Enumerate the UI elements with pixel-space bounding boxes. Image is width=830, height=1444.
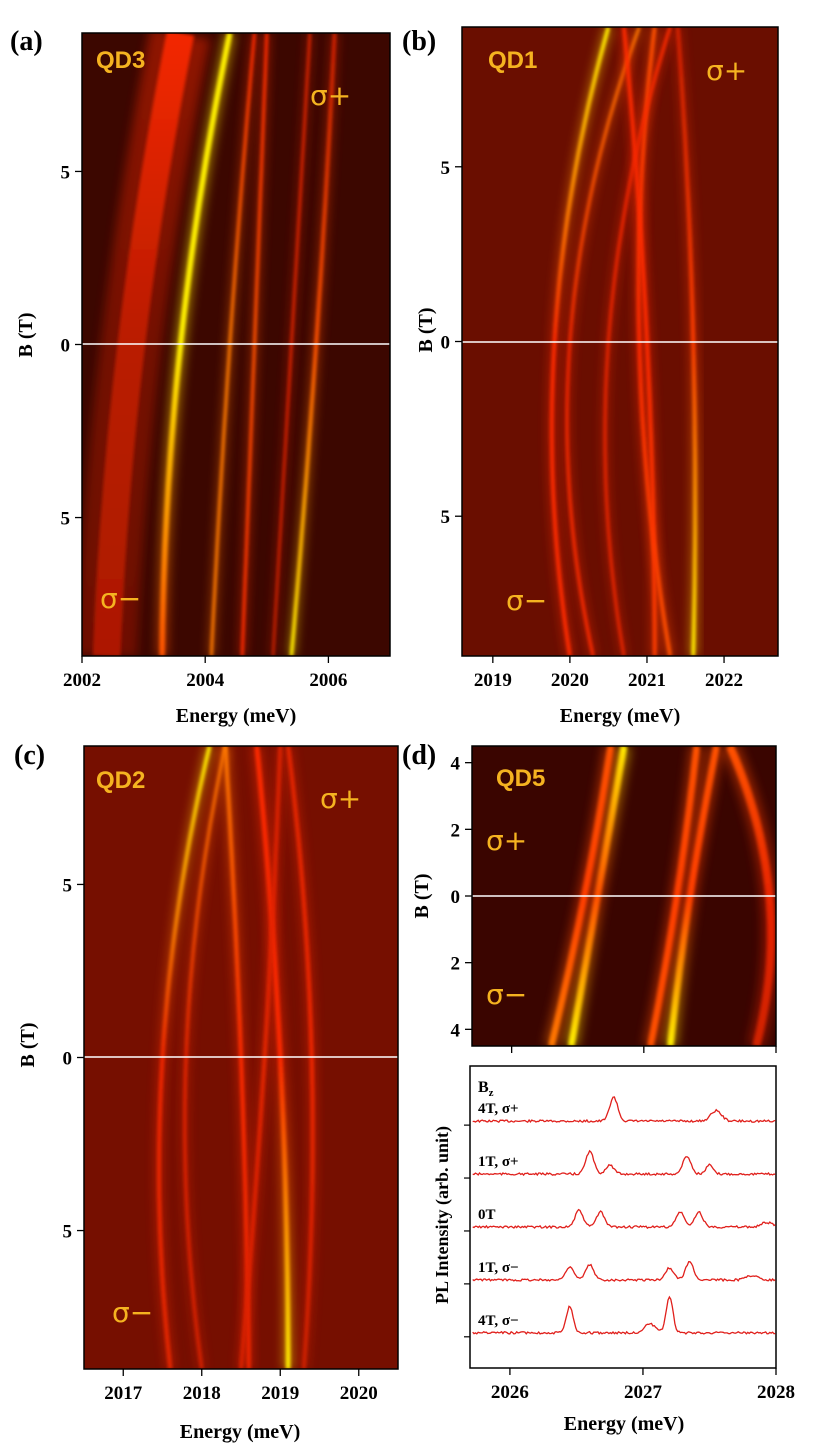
panel-a-sigma-plus: σ+ <box>310 79 351 112</box>
spectrum-curve <box>472 1208 776 1230</box>
panel-b-ytick-label: 5 <box>441 507 451 528</box>
spectra-legend-title: Bz <box>478 1079 494 1099</box>
panel-c-sigma-minus: σ− <box>112 1296 153 1329</box>
panel-d-spectra: Bz 2026 2027 2028 Energy (meV) PL Intensit… <box>432 1065 795 1435</box>
panel-d-qd5: (d) QD5 σ+ σ− 4 2 0 2 4 B (T) <box>402 740 777 1053</box>
spectrum-label: 1T, σ− <box>478 1260 519 1276</box>
panel-b-xtick-label: 2022 <box>705 670 743 691</box>
spectrum-label: 4T, σ− <box>478 1313 519 1329</box>
spectra-xlabel: Energy (meV) <box>564 1413 685 1435</box>
panel-c-xtick-label: 2018 <box>183 1383 221 1404</box>
panel-c-ytick-label: 0 <box>63 1049 73 1070</box>
panel-a-ytick-label: 0 <box>61 336 71 357</box>
panel-b-sigma-minus: σ− <box>506 584 547 617</box>
panel-c-ytick-label: 5 <box>63 1222 73 1243</box>
panel-b-xtick-label: 2019 <box>474 670 512 691</box>
panel-b-sigma-plus: σ+ <box>706 54 747 87</box>
panel-a-qd3: (a) QD3 σ+ σ− 2002 2004 2006 5 0 5 Energy (me… <box>10 26 391 727</box>
panel-a-ytick-label: 5 <box>61 162 71 183</box>
panel-c-xlabel: Energy (meV) <box>180 1421 301 1443</box>
panel-a-xtick-label: 2006 <box>309 670 347 691</box>
panel-d-letter: (d) <box>402 740 436 771</box>
panel-c-sigma-plus: σ+ <box>320 782 361 815</box>
spectrum-label: 0T <box>478 1207 496 1223</box>
panel-b-ytick-label: 5 <box>441 158 451 179</box>
spectra-ticks: 2026 2027 2028 <box>464 1124 795 1403</box>
panel-b-qd1: (b) QD1 σ+ σ− 2019 2020 2021 2022 5 0 5 Energy… <box>402 26 779 727</box>
panel-a-ticks: 2002 2004 2006 5 0 5 <box>61 162 348 691</box>
panel-d-ticks: 4 2 0 2 4 <box>451 754 777 1053</box>
panel-b-ticks: 2019 2020 2021 2022 5 0 5 <box>441 158 744 691</box>
panel-c-ylabel: B (T) <box>17 1023 39 1068</box>
panel-a-sigma-minus: σ− <box>100 582 141 615</box>
spectra-xtick-label: 2028 <box>757 1382 795 1403</box>
panel-c-qd2: (c) QD2 σ+ σ− 2017 2018 2019 2020 5 0 5 Energy… <box>14 740 399 1443</box>
spectra-curves <box>472 1096 776 1335</box>
panel-d-sigma-plus: σ+ <box>486 824 527 857</box>
spectrum-curve <box>472 1149 776 1177</box>
panel-b-xlabel: Energy (meV) <box>560 705 681 727</box>
panel-d-ytick-label: 4 <box>451 754 461 775</box>
panel-d-ylabel: B (T) <box>411 874 433 919</box>
panel-b-xtick-label: 2021 <box>628 670 666 691</box>
panel-c-letter: (c) <box>14 740 45 771</box>
panel-c-xtick-label: 2017 <box>104 1383 143 1404</box>
panel-d-ytick-label: 2 <box>451 820 461 841</box>
spectra-xtick-label: 2026 <box>491 1382 529 1403</box>
panel-b-ylabel: B (T) <box>415 308 437 353</box>
spectrum-curve <box>472 1295 776 1335</box>
panel-a-letter: (a) <box>10 26 43 57</box>
panel-b-dot-label: QD1 <box>488 47 537 74</box>
panel-c-ytick-label: 5 <box>63 875 73 896</box>
spectrum-curve <box>472 1096 776 1124</box>
spectrum-label: 1T, σ+ <box>478 1154 519 1170</box>
spectrum-curve <box>472 1261 776 1283</box>
spectra-xtick-label: 2027 <box>624 1382 663 1403</box>
panel-a-ytick-label: 5 <box>61 509 71 530</box>
panel-b-xtick-label: 2020 <box>551 670 589 691</box>
panel-c-xtick-label: 2019 <box>261 1383 299 1404</box>
spectra-ylabel: PL Intensity (arb. unit) <box>432 1126 453 1304</box>
panel-a-xlabel: Energy (meV) <box>176 705 297 727</box>
panel-b-ytick-label: 0 <box>441 333 451 354</box>
panel-b-letter: (b) <box>402 26 436 57</box>
panel-d-ytick-label: 4 <box>451 1020 461 1041</box>
panel-c-xtick-label: 2020 <box>340 1383 378 1404</box>
panel-a-ylabel: B (T) <box>15 313 37 358</box>
panel-c-dot-label: QD2 <box>96 767 145 794</box>
panel-d-sigma-minus: σ− <box>486 978 527 1011</box>
panel-d-ytick-label: 0 <box>451 887 461 908</box>
spectra-frame <box>469 1065 777 1369</box>
panel-a-xtick-label: 2004 <box>186 670 225 691</box>
panel-d-ytick-label: 2 <box>451 954 461 975</box>
panel-a-xtick-label: 2002 <box>63 670 101 691</box>
panel-a-dot-label: QD3 <box>96 47 145 74</box>
panel-c-ticks: 2017 2018 2019 2020 5 0 5 <box>63 875 378 1404</box>
spectrum-label: 4T, σ+ <box>478 1101 519 1117</box>
panel-d-dot-label: QD5 <box>496 765 545 792</box>
